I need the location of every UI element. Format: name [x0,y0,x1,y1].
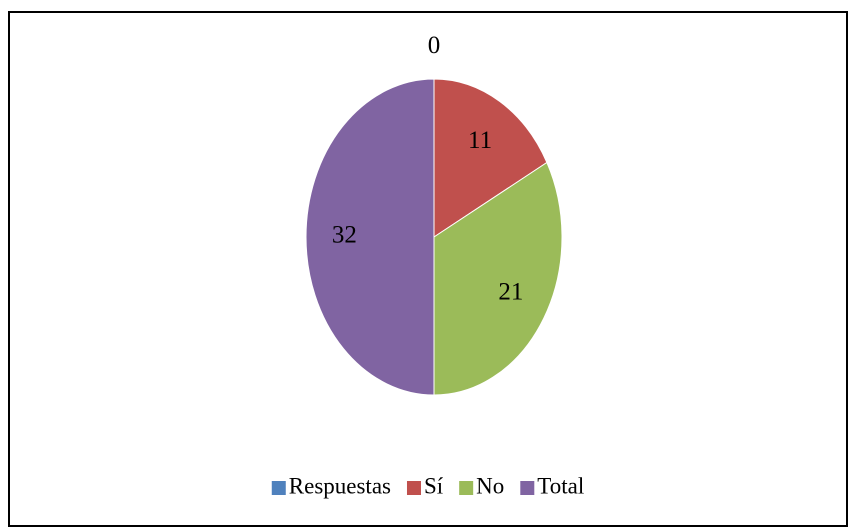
data-label: 11 [468,127,492,154]
legend-swatch [520,481,535,495]
data-label: 0 [428,32,441,59]
legend: Respuestas Sí No Total [271,473,584,498]
legend-swatch [406,481,421,495]
legend-label: Total [537,473,584,498]
pie-slice [305,78,435,396]
pie-slice [433,161,563,396]
legend-label: Respuestas [289,473,391,498]
legend-label: No [476,473,504,498]
legend-swatch [271,481,286,495]
data-label: 32 [332,222,357,249]
data-label: 21 [498,279,523,306]
legend-swatch [459,481,474,495]
legend-label: Sí [424,473,444,498]
pie-slice [433,78,548,238]
